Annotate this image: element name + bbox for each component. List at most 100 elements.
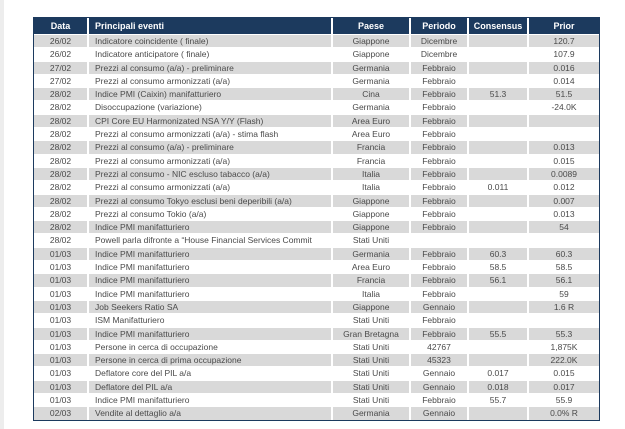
col-header-period: Periodo bbox=[411, 18, 469, 35]
cell-event: Deflatore core del PIL a/a bbox=[89, 367, 333, 381]
cell-country: Giappone bbox=[333, 35, 411, 49]
cell-event: Indice PMI manifatturiero bbox=[89, 394, 333, 408]
cell-country: Giappone bbox=[333, 221, 411, 235]
cell-consensus bbox=[469, 194, 529, 208]
cell-country: Stati Uniti bbox=[333, 367, 411, 381]
cell-period: Febbraio bbox=[411, 287, 469, 301]
table-row: 01/03 Indice PMI manifatturiero Area Eur… bbox=[34, 261, 599, 275]
cell-date: 28/02 bbox=[34, 221, 89, 235]
cell-period: Febbraio bbox=[411, 128, 469, 142]
col-header-country: Paese bbox=[333, 18, 411, 35]
cell-period: Febbraio bbox=[411, 154, 469, 168]
cell-consensus bbox=[469, 128, 529, 142]
cell-country: Stati Uniti bbox=[333, 340, 411, 355]
cell-country: Stati Uniti bbox=[333, 314, 411, 328]
cell-period: 42767 bbox=[411, 340, 469, 355]
cell-country: Francia bbox=[333, 154, 411, 168]
cell-event: Disoccupazione (variazione) bbox=[89, 101, 333, 115]
cell-period: Febbraio bbox=[411, 194, 469, 208]
cell-country: Cina bbox=[333, 88, 411, 102]
cell-prior: 0.013 bbox=[529, 207, 599, 222]
cell-prior: 0.015 bbox=[529, 367, 599, 381]
cell-consensus bbox=[469, 154, 529, 168]
cell-date: 28/02 bbox=[34, 141, 89, 155]
cell-event: Indicatore anticipatore ( finale) bbox=[89, 48, 333, 62]
cell-date: 01/03 bbox=[34, 314, 89, 328]
cell-prior: 107.9 bbox=[529, 48, 599, 62]
col-header-prior: Prior bbox=[529, 18, 599, 35]
cell-period: Dicembre bbox=[411, 35, 469, 49]
cell-prior: 55.9 bbox=[529, 394, 599, 408]
cell-consensus bbox=[469, 61, 529, 75]
cell-country: Giappone bbox=[333, 207, 411, 222]
table-row: 26/02 Indicatore coincidente ( finale) G… bbox=[34, 35, 599, 49]
cell-period: Gennaio bbox=[411, 300, 469, 315]
cell-event: Deflatore del PIL a/a bbox=[89, 380, 333, 395]
cell-date: 01/03 bbox=[34, 394, 89, 408]
cell-consensus bbox=[469, 74, 529, 89]
cell-country: Stati Uniti bbox=[333, 394, 411, 408]
cell-date: 01/03 bbox=[34, 300, 89, 315]
cell-prior: 56.1 bbox=[529, 274, 599, 288]
col-header-date: Data bbox=[34, 18, 89, 35]
cell-country: Francia bbox=[333, 141, 411, 155]
cell-event: Persone in cerca di prima occupazione bbox=[89, 354, 333, 368]
cell-date: 28/02 bbox=[34, 88, 89, 102]
cell-event: Powell parla difronte a “House Financial… bbox=[89, 234, 333, 248]
table-row: 27/02 Prezzi al consumo (a/a) - prelimin… bbox=[34, 61, 599, 75]
table-row: 28/02 Indice PMI (Caixin) manifatturiero… bbox=[34, 88, 599, 102]
cell-consensus bbox=[469, 221, 529, 235]
cell-date: 28/02 bbox=[34, 101, 89, 115]
table-row: 26/02 Indicatore anticipatore ( finale) … bbox=[34, 48, 599, 62]
cell-period: Febbraio bbox=[411, 181, 469, 195]
cell-date: 01/03 bbox=[34, 287, 89, 301]
cell-period: Dicembre bbox=[411, 48, 469, 62]
cell-country: Area Euro bbox=[333, 128, 411, 142]
cell-prior: 1.6 R bbox=[529, 300, 599, 315]
table-row: 28/02 Disoccupazione (variazione) German… bbox=[34, 101, 599, 115]
cell-consensus bbox=[469, 314, 529, 328]
cell-prior bbox=[529, 314, 599, 328]
table-row: 28/02 Prezzi al consumo - NIC escluso ta… bbox=[34, 167, 599, 182]
cell-event: Prezzi al consumo - NIC escluso tabacco … bbox=[89, 167, 333, 182]
cell-consensus: 55.5 bbox=[469, 327, 529, 341]
cell-date: 28/02 bbox=[34, 154, 89, 168]
cell-event: Indice PMI (Caixin) manifatturiero bbox=[89, 88, 333, 102]
cell-event: Indice PMI manifatturiero bbox=[89, 261, 333, 275]
cell-consensus bbox=[469, 354, 529, 368]
cell-prior bbox=[529, 114, 599, 129]
cell-period: Febbraio bbox=[411, 114, 469, 129]
cell-consensus: 58.5 bbox=[469, 261, 529, 275]
cell-event: Prezzi al consumo Tokyo esclusi beni dep… bbox=[89, 194, 333, 208]
cell-event: Prezzi al consumo armonizzati (a/a) - st… bbox=[89, 128, 333, 142]
cell-period: Febbraio bbox=[411, 88, 469, 102]
cell-consensus: 0.018 bbox=[469, 380, 529, 395]
cell-prior: 54 bbox=[529, 221, 599, 235]
table-row: 28/02 Prezzi al consumo (a/a) - prelimin… bbox=[34, 141, 599, 155]
cell-prior: 0.015 bbox=[529, 154, 599, 168]
cell-consensus bbox=[469, 407, 529, 420]
cell-date: 01/03 bbox=[34, 327, 89, 341]
cell-prior: 0.013 bbox=[529, 141, 599, 155]
table-row: 28/02 CPI Core EU Harmonizated NSA Y/Y (… bbox=[34, 114, 599, 129]
cell-country: Italia bbox=[333, 167, 411, 182]
cell-date: 27/02 bbox=[34, 74, 89, 89]
cell-period: Gennaio bbox=[411, 380, 469, 395]
cell-event: Prezzi al consumo armonizzati (a/a) bbox=[89, 181, 333, 195]
cell-period: Febbraio bbox=[411, 101, 469, 115]
cell-country: Giappone bbox=[333, 48, 411, 62]
header-row: Data Principali eventi Paese Periodo Con… bbox=[34, 18, 599, 35]
table-row: 01/03 Indice PMI manifatturiero Francia … bbox=[34, 274, 599, 288]
col-header-event: Principali eventi bbox=[89, 18, 333, 35]
table-row: 01/03 Indice PMI manifatturiero Stati Un… bbox=[34, 394, 599, 408]
cell-country: Stati Uniti bbox=[333, 380, 411, 395]
cell-event: Persone in cerca di occupazione bbox=[89, 340, 333, 355]
cell-consensus: 55.7 bbox=[469, 394, 529, 408]
cell-country: Stati Uniti bbox=[333, 354, 411, 368]
cell-date: 28/02 bbox=[34, 167, 89, 182]
cell-date: 01/03 bbox=[34, 247, 89, 262]
cell-prior: -24.0K bbox=[529, 101, 599, 115]
cell-date: 28/02 bbox=[34, 194, 89, 208]
table-row: 28/02 Powell parla difronte a “House Fin… bbox=[34, 234, 599, 248]
cell-event: Indicatore coincidente ( finale) bbox=[89, 35, 333, 49]
